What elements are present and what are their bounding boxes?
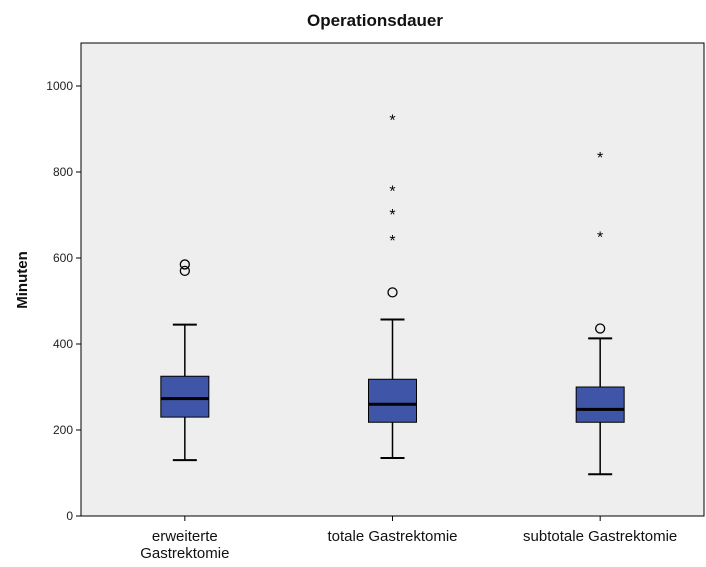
iqr-box: [160, 375, 210, 418]
y-tick-label: 200: [53, 423, 73, 437]
y-tick-label: 400: [53, 337, 73, 351]
extreme-point: *: [389, 183, 395, 200]
x-category-label: subtotale Gastrektomie: [523, 528, 677, 545]
y-axis-label: Minuten: [14, 251, 31, 309]
y-tick-label: 600: [53, 251, 73, 265]
boxplot-3: **: [575, 150, 625, 476]
y-tick-label: 800: [53, 165, 73, 179]
outlier-point: [595, 323, 606, 334]
x-category-label-line: erweiterte: [152, 528, 218, 545]
iqr-box: [575, 386, 625, 423]
y-axis: 0 200 400 600 800 1000: [46, 79, 81, 523]
x-category-label-line: subtotale Gastrektomie: [523, 528, 677, 545]
x-category-label: erweiterte Gastrektomie: [140, 528, 229, 562]
outlier-point: [387, 287, 398, 298]
x-axis-categories: erweiterte Gastrektomie totale Gastrektomi…: [140, 516, 677, 562]
boxplot-1: [160, 259, 210, 462]
outlier-point: [179, 259, 190, 270]
boxplot-2: * * * *: [368, 113, 417, 459]
extreme-point: *: [597, 230, 603, 247]
outlier-point: [179, 265, 190, 277]
extreme-point: *: [389, 207, 395, 224]
chart-title: Operationsdauer: [307, 11, 443, 30]
extreme-point: *: [389, 113, 395, 130]
x-category-label-line: Gastrektomie: [140, 545, 229, 562]
y-tick-label: 1000: [46, 79, 73, 93]
x-category-label: totale Gastrektomie: [327, 528, 457, 545]
boxplots: ******: [160, 113, 625, 476]
extreme-point: *: [389, 233, 395, 250]
extreme-point: *: [597, 150, 603, 167]
x-category-label-line: totale Gastrektomie: [327, 528, 457, 545]
y-tick-label: 0: [66, 509, 73, 523]
iqr-box: [368, 378, 417, 423]
